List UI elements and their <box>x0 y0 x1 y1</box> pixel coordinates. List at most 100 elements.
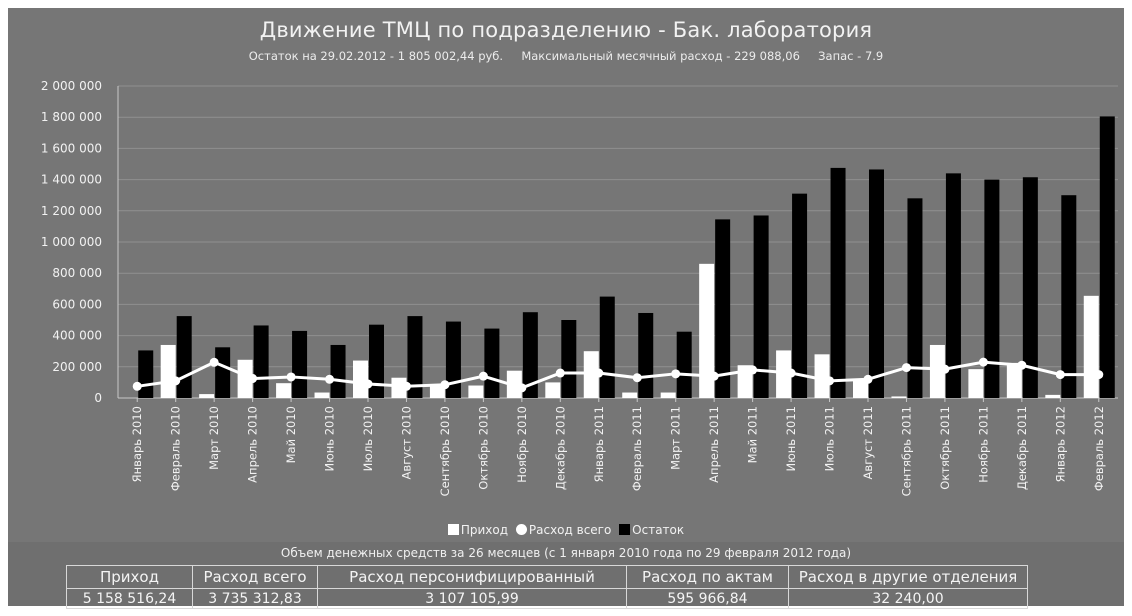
y-tick-label: 1 600 000 <box>41 141 102 155</box>
bar-income <box>1083 295 1099 398</box>
bar-balance <box>638 312 654 398</box>
bar-income <box>891 396 907 398</box>
bar-income <box>776 350 792 398</box>
bar-income <box>583 351 599 398</box>
chart-canvas: 0 200 000 400 000 600 000 800 000 1 000 000 1 … <box>41 79 1118 496</box>
bar-income <box>1045 394 1061 398</box>
bar-balance <box>753 215 769 398</box>
y-tick-label: 1 400 000 <box>41 173 102 187</box>
summary-value-row: 5 158 516,24 3 735 312,83 3 107 105,99 5… <box>66 588 1028 609</box>
x-tick-label: Июнь 2010 <box>323 406 337 472</box>
y-tick-label: 0 <box>94 391 102 405</box>
bar-balance <box>1061 195 1077 398</box>
bar-income <box>622 392 638 398</box>
legend-item-balance: Остаток <box>619 523 684 537</box>
bar-balance <box>1022 177 1038 398</box>
x-tick-label: Ноябрь 2011 <box>976 406 990 483</box>
x-tick-label: Январь 2011 <box>592 406 606 482</box>
legend-item-income: Приход <box>447 522 509 537</box>
legend-item-expense: Расход всего <box>515 523 611 537</box>
x-tick-label: Октябрь 2010 <box>476 406 490 490</box>
chart-panel: Движение ТМЦ по подразделению - Бак. лаб… <box>8 8 1124 609</box>
bar-income <box>968 369 984 398</box>
summary-value-expense-other: 32 240,00 <box>788 588 1028 609</box>
point-expense <box>1055 370 1065 380</box>
bar-income <box>545 382 561 398</box>
point-expense <box>440 380 450 390</box>
point-expense <box>594 368 604 378</box>
bar-balance <box>869 169 884 398</box>
legend-swatch-expense <box>515 523 527 535</box>
x-tick-label: Март 2010 <box>207 406 221 470</box>
x-tick-label: Декабрь 2010 <box>553 406 567 490</box>
point-expense <box>325 374 335 384</box>
bar-balance <box>792 193 808 398</box>
bar-balance <box>215 347 231 398</box>
bar-balance <box>945 173 961 398</box>
bar-balance <box>599 296 615 398</box>
y-tick-label: 600 000 <box>52 297 102 311</box>
summary-value-expense-personal: 3 107 105,99 <box>317 588 627 609</box>
point-expense <box>863 374 873 384</box>
summary-header-expense-other: Расход в другие отделения <box>788 565 1028 589</box>
y-tick-label: 2 000 000 <box>41 79 102 93</box>
line-expense <box>137 360 1099 390</box>
bar-balance <box>445 321 461 398</box>
x-tick-label: Апрель 2010 <box>246 406 260 483</box>
bar-balance <box>830 167 846 398</box>
summary-value-expense-total: 3 735 312,83 <box>192 588 318 609</box>
bar-income <box>314 392 330 398</box>
bar-balance <box>907 198 923 398</box>
point-expense <box>555 368 565 378</box>
chart-subtitle: Остаток на 29.02.2012 - 1 805 002,44 руб… <box>248 49 884 63</box>
x-tick-label: Июнь 2011 <box>784 406 798 472</box>
x-tick-label: Апрель 2011 <box>707 406 721 483</box>
summary-value-expense-acts: 595 966,84 <box>626 588 789 609</box>
summary-header-row: Приход Расход всего Расход персонифициро… <box>66 565 1028 589</box>
x-tick-label: Февраль 2010 <box>169 406 183 491</box>
bar-income <box>660 392 676 398</box>
point-expense <box>286 372 296 382</box>
bar-income <box>429 386 445 398</box>
x-tick-label: Сентябрь 2011 <box>899 406 913 496</box>
point-expense <box>478 371 488 381</box>
point-expense <box>401 381 411 391</box>
bar-balance <box>676 331 692 398</box>
x-tick-label: Январь 2012 <box>1053 406 1067 482</box>
bar-balance <box>253 325 269 398</box>
chart-title: Движение ТМЦ по подразделению - Бак. лаб… <box>259 18 873 42</box>
legend-label-balance: Остаток <box>632 522 685 537</box>
y-tick-label: 1 200 000 <box>41 204 102 218</box>
bar-income <box>276 383 292 398</box>
summary-header-expense-total: Расход всего <box>192 565 318 589</box>
legend-label-income: Приход <box>460 522 509 537</box>
point-expense <box>248 374 258 383</box>
x-tick-label: Октябрь 2011 <box>938 406 952 490</box>
y-tick-label: 400 000 <box>52 329 102 343</box>
summary-header-income: Приход <box>66 565 193 589</box>
y-tick-label: 1 000 000 <box>41 235 102 249</box>
point-expense <box>209 357 219 367</box>
bar-balance <box>330 344 346 398</box>
bar-balance <box>715 219 731 398</box>
bar-income <box>1006 362 1022 398</box>
point-expense <box>978 357 988 367</box>
x-tick-label: Январь 2010 <box>130 406 144 482</box>
x-tick-label: Июль 2010 <box>361 406 375 471</box>
bar-income <box>391 377 407 398</box>
summary-section: Объем денежных средств за 26 месяцев (с … <box>8 542 1124 609</box>
point-expense <box>786 368 796 378</box>
bar-income <box>353 360 368 398</box>
point-expense <box>709 371 719 381</box>
y-tick-label: 1 800 000 <box>41 110 102 124</box>
y-tick-label: 200 000 <box>52 360 102 374</box>
point-expense <box>748 365 758 375</box>
x-tick-label: Февраль 2011 <box>630 406 644 491</box>
x-tick-label: Июль 2011 <box>823 406 837 471</box>
summary-value-income: 5 158 516,24 <box>66 588 193 609</box>
point-expense <box>1017 360 1027 370</box>
bar-balance <box>176 316 192 398</box>
bar-income <box>853 379 868 398</box>
bar-balance <box>407 316 423 398</box>
bar-income <box>160 344 176 398</box>
